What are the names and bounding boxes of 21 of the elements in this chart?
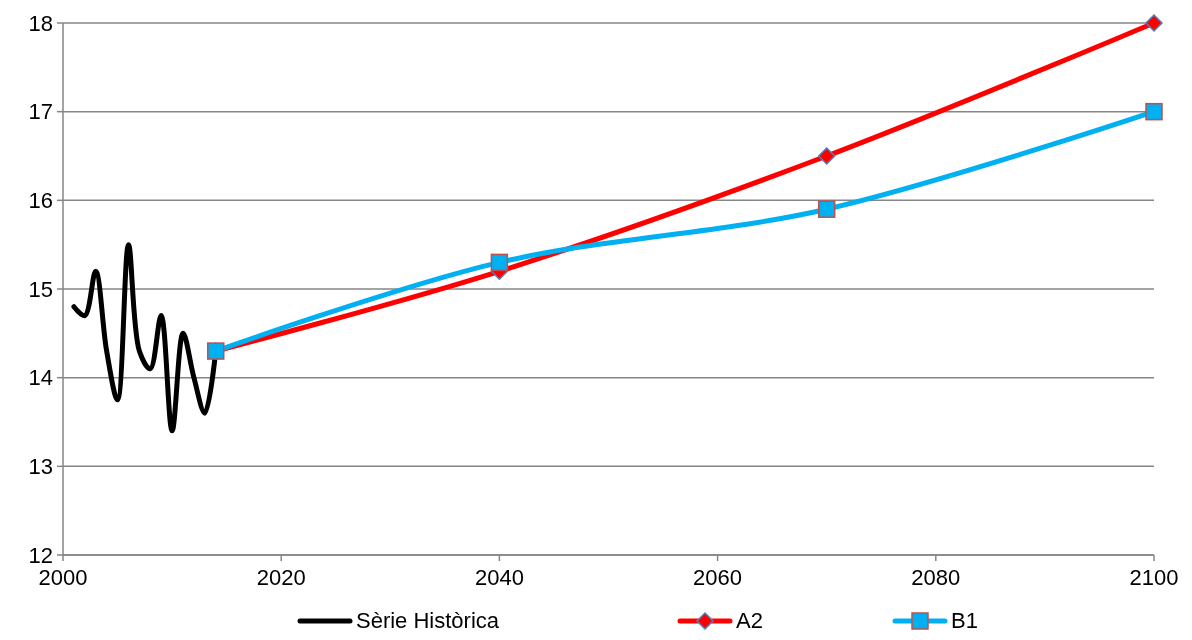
x-tick-label: 2020: [256, 565, 306, 590]
x-tick-label: 2080: [911, 565, 961, 590]
point: [490, 253, 509, 272]
x-tick-label: 2100: [1129, 565, 1179, 590]
point: [1145, 102, 1163, 121]
y-tick-label: 17: [28, 99, 53, 125]
y-tick-label: 14: [28, 365, 53, 391]
point: [817, 200, 836, 218]
x-tick-label: 2060: [693, 565, 743, 590]
y-tick-label: 15: [28, 276, 53, 302]
y-tick-label: 13: [28, 454, 53, 480]
legend-label: A2: [736, 608, 763, 633]
x-tick-label: 2040: [474, 565, 524, 590]
y-tick-label: 18: [28, 10, 53, 36]
y-tick-label: 12: [28, 542, 53, 568]
y-tick-label: 16: [28, 188, 53, 214]
x-tick-label: 2000: [38, 565, 88, 590]
legend-label: Sèrie Històrica: [356, 608, 500, 633]
legend-label: B1: [951, 608, 978, 633]
point: [817, 147, 836, 165]
point: [1145, 14, 1163, 32]
